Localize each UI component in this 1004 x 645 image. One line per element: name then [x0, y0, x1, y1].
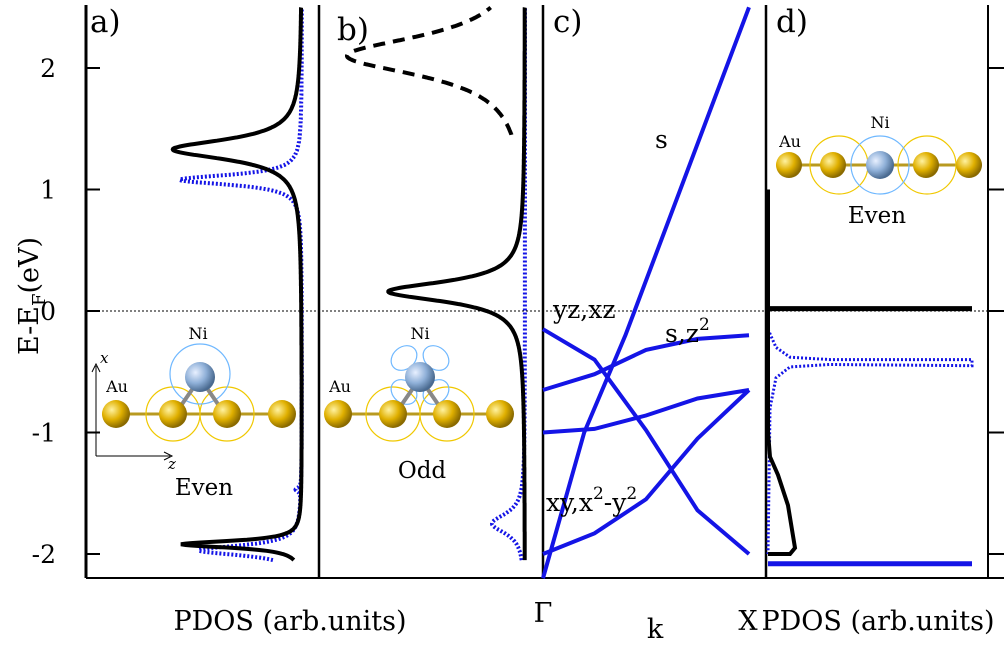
panel-label-c: c)	[553, 4, 582, 40]
axis-z-arrow	[163, 451, 174, 461]
pdos-d-total-line	[766, 189, 798, 556]
band-label-s-z2-sup: 2	[699, 315, 710, 335]
band-s-z2-line	[542, 388, 750, 435]
pdos-d-projected-line	[766, 328, 974, 555]
au-atom	[776, 152, 802, 178]
y-tick-label: 0	[40, 297, 56, 326]
band-label-s-z2: s,z2	[665, 315, 710, 348]
y-ticks: 2 1 0 -1 -2	[32, 54, 1004, 569]
y-axis-title-tail: (eV)	[14, 237, 45, 294]
panel-label-a: a)	[90, 4, 121, 40]
band-label-s: s	[655, 125, 668, 154]
k-end-label: X	[738, 606, 758, 637]
band-label-xy-main: xy,x	[546, 488, 593, 517]
au-atom	[268, 400, 296, 428]
axis-x-label: x	[100, 349, 109, 367]
band-label-xy: xy,x2-y2	[546, 484, 637, 517]
band-label-s-z2-main: s,z	[665, 319, 699, 348]
plot-curves	[170, 5, 974, 579]
molecule-d: Ni Au Even	[776, 113, 982, 229]
ni-orbital	[850, 135, 910, 195]
ni-label: Ni	[870, 113, 889, 132]
ni-atom	[405, 362, 435, 392]
y-tick-label: -1	[32, 419, 56, 448]
ni-label: Ni	[188, 324, 207, 343]
au-atom	[820, 152, 846, 178]
ni-orbital	[169, 343, 231, 405]
au-label: Au	[105, 377, 128, 396]
band-yz-xz-line	[542, 333, 750, 392]
panel-label-b: b)	[337, 12, 369, 48]
ni-atom	[185, 362, 215, 392]
y-tick-label: 2	[40, 54, 56, 83]
band-yz-xz-line	[541, 327, 751, 556]
band-label-xy-sup: 2	[593, 484, 604, 504]
orbital-ring	[419, 386, 475, 442]
band-s-line	[541, 6, 751, 579]
pdos-b-projected-line	[489, 7, 527, 561]
x-label-d: PDOS (arb.units)	[761, 606, 994, 637]
band-label-yz-xz: yz,xz	[552, 295, 616, 324]
ni-atom	[866, 151, 894, 179]
k-mid-label: k	[647, 614, 664, 645]
au-atom	[102, 400, 130, 428]
ni-label: Ni	[410, 324, 429, 343]
au-label: Au	[778, 132, 801, 151]
y-axis-title: E-EF(eV)	[14, 237, 50, 355]
band-label-xy-mid: -y	[604, 488, 627, 517]
au-atom	[159, 400, 187, 428]
band-label-xy-sup2: 2	[626, 484, 637, 504]
k-start-label: Γ	[534, 598, 553, 629]
axis-indicator	[91, 362, 174, 461]
au-atom	[913, 152, 939, 178]
caption-even-a: Even	[175, 475, 233, 501]
band-xy-x2-y2-line	[542, 388, 751, 556]
au-atom	[213, 400, 241, 428]
au-atom	[486, 400, 514, 428]
y-axis-title-sub: F	[29, 294, 50, 307]
x-label-a: PDOS (arb.units)	[173, 606, 406, 637]
axis-z-label: z	[167, 455, 176, 473]
pdos-b-total-line	[386, 7, 527, 561]
y-axis-title-main: E-E	[14, 306, 45, 355]
molecule-b: Ni Au Odd	[324, 324, 514, 484]
au-atom	[956, 152, 982, 178]
pdos-b-dashed-line	[345, 5, 514, 136]
pdos-a-total-line	[170, 7, 304, 562]
caption-odd-b: Odd	[398, 458, 447, 484]
y-tick-label: -2	[32, 540, 56, 569]
au-atom	[433, 400, 461, 428]
y-tick-label: 1	[40, 176, 56, 205]
au-atom	[324, 400, 352, 428]
molecule-a: x z Ni Au Even	[91, 324, 296, 501]
caption-even-d: Even	[848, 203, 906, 229]
au-label: Au	[328, 377, 351, 396]
au-atom	[379, 400, 407, 428]
axis-x-arrow	[91, 362, 101, 373]
panel-label-d: d)	[776, 4, 808, 40]
